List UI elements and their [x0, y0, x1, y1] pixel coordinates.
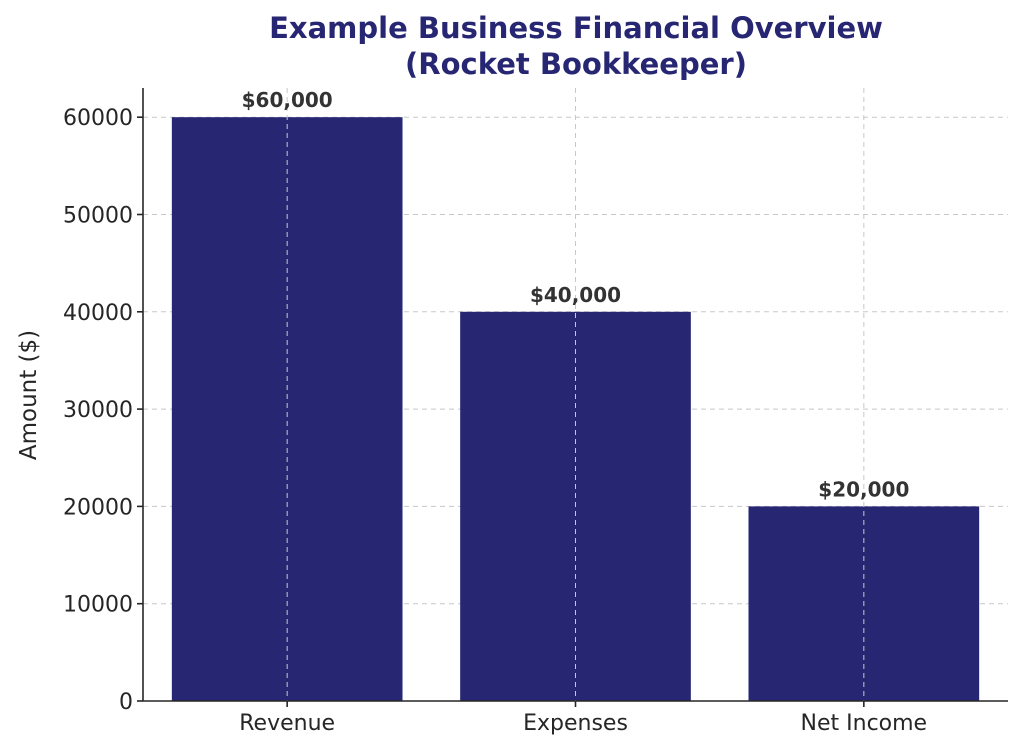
y-tick-label: 0 [119, 690, 133, 715]
bar-value-label: $60,000 [242, 88, 333, 112]
x-tick-label: Net Income [801, 711, 928, 736]
y-axis-label: Amount ($) [16, 330, 42, 460]
y-tick-label: 10000 [63, 593, 133, 618]
y-tick-label: 40000 [63, 301, 133, 326]
x-tick-label: Revenue [239, 711, 335, 736]
bar-value-label: $40,000 [530, 283, 621, 307]
labels-layer: 0 10000 20000 30000 40000 50000 60000 Revenue $6… [63, 88, 927, 736]
y-tick-label: 30000 [63, 398, 133, 423]
vertical-grid-layer [286, 88, 865, 701]
bar-value-label: $20,000 [818, 477, 909, 501]
y-tick-label: 20000 [63, 495, 133, 520]
y-tick-label: 50000 [63, 203, 133, 228]
x-tick-label: Expenses [523, 711, 628, 736]
chart-title-line-1: Example Business Financial Overview [269, 11, 883, 45]
y-tick-label: 60000 [63, 106, 133, 131]
axes-layer [137, 88, 1008, 707]
chart-title-line-2: (Rocket Bookkeeper) [405, 47, 747, 81]
